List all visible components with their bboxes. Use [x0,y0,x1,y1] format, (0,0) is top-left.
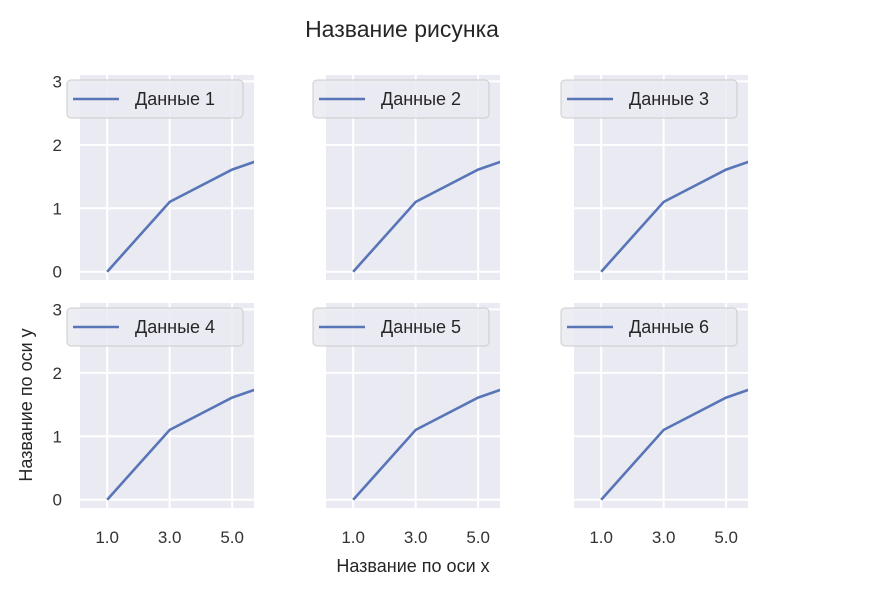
data-line [352,388,500,501]
data-line [106,160,254,273]
y-tick-label: 2 [53,136,62,155]
legend: Данные 5 [312,307,490,347]
subplot-4: 0 1 2 3 1.0 3.0 5.0 Данные 4 [53,300,254,547]
y-tick-label: 0 [53,491,62,510]
legend-box [312,79,490,119]
legend-box [66,307,244,347]
legend: Данные 1 [66,79,244,119]
x-tick-label: 3.0 [404,528,428,547]
data-line [600,388,748,501]
x-tick-label: 5.0 [220,528,244,547]
figure-title: Название рисунка [305,16,499,42]
legend-box [560,79,738,119]
data-line [106,388,254,501]
subplot-1: 0 1 2 3 Данные 1 [53,72,254,282]
legend-label: Данные 5 [381,317,461,337]
legend-box [312,307,490,347]
subplot-6: 1.0 3.0 5.0 Данные 6 [560,303,748,547]
y-tick-label: 3 [53,72,62,91]
legend: Данные 6 [560,307,738,347]
x-tick-label: 1.0 [95,528,119,547]
x-tick-label: 1.0 [589,528,613,547]
y-tick-label: 0 [53,263,62,282]
x-tick-label: 5.0 [466,528,490,547]
legend-label: Данные 1 [135,89,215,109]
legend: Данные 2 [312,79,490,119]
subplot-5: 1.0 3.0 5.0 Данные 5 [312,303,500,547]
x-tick-label: 1.0 [341,528,365,547]
legend-box [560,307,738,347]
y-tick-label: 1 [53,199,62,218]
x-tick-label: 3.0 [158,528,182,547]
subplot-2: Данные 2 [312,75,500,280]
subplots-grid: 0 1 2 3 Данные 1 Данные 2 Данные 3 0 1 2 3 1.0 3.0 5.… [53,72,748,547]
legend: Данные 3 [560,79,738,119]
x-axis-label: Название по оси x [336,556,489,576]
legend-label: Данные 2 [381,89,461,109]
legend-label: Данные 6 [629,317,709,337]
data-line [600,160,748,273]
y-tick-label: 1 [53,427,62,446]
legend: Данные 4 [66,307,244,347]
y-tick-label: 3 [53,300,62,319]
y-tick-label: 2 [53,364,62,383]
x-tick-label: 5.0 [714,528,738,547]
subplot-3: Данные 3 [560,75,748,280]
data-line [352,160,500,273]
y-axis-label: Название по оси y [16,328,36,481]
legend-label: Данные 3 [629,89,709,109]
x-tick-label: 3.0 [652,528,676,547]
legend-label: Данные 4 [135,317,215,337]
legend-box [66,79,244,119]
